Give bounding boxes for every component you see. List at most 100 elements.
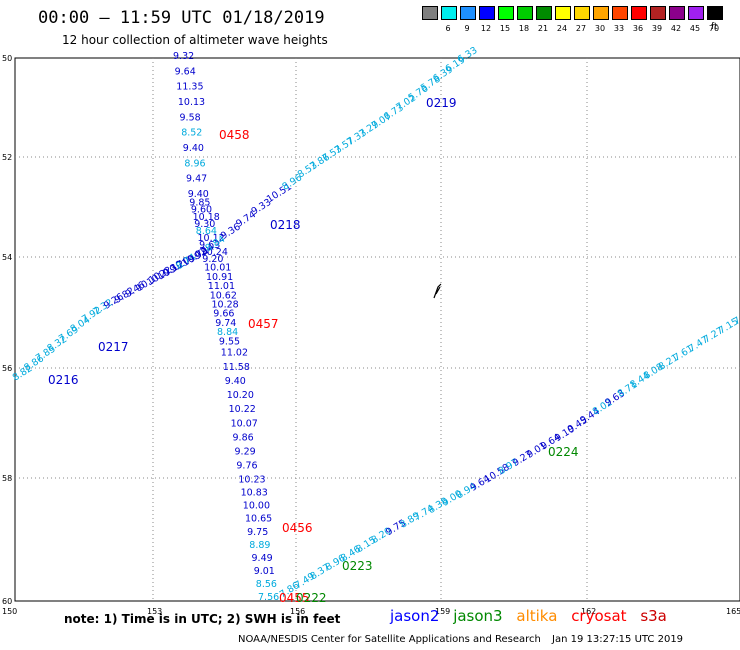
swh-value: 9.29 [235, 447, 256, 458]
legend-swatch [517, 6, 533, 20]
swh-value: 9.20 [202, 254, 223, 265]
swh-value: 11.35 [176, 82, 203, 93]
legend-swatch [460, 6, 476, 20]
swh-value: 9.30 [194, 219, 215, 230]
swh-value: 10.62 [210, 290, 237, 301]
legend-swatch [574, 6, 590, 20]
swh-value: 10.24 [201, 247, 228, 258]
pass-label: 0457 [248, 317, 279, 331]
sat-altika: altika [516, 607, 558, 625]
swh-value: 10.18 [193, 212, 220, 223]
swh-value: 10.83 [241, 488, 268, 499]
map-grid [15, 58, 740, 601]
legend-swatch [498, 6, 514, 20]
swh-value: 8.89 [249, 540, 270, 551]
lat-tick: 56 [2, 364, 12, 373]
swh-value: 11.02 [221, 348, 248, 359]
legend-swatch [536, 6, 552, 20]
swh-value: 9.40 [188, 189, 209, 200]
legend-swatch [422, 6, 438, 20]
swh-value: 10.07 [231, 418, 258, 429]
pass-label: 0219 [426, 96, 457, 110]
swh-value: 9.32 [173, 51, 194, 62]
swh-value: 9.01 [254, 566, 275, 577]
swh-value: 10.23 [238, 475, 265, 486]
legend-swatch [631, 6, 647, 20]
legend-level: 6 [445, 24, 451, 33]
legend-level: 36 [632, 24, 644, 33]
swh-value: 8.56 [256, 579, 277, 590]
lon-tick: 165 [726, 607, 740, 616]
lon-tick: 153 [147, 607, 162, 616]
swh-value: 9.86 [233, 432, 254, 443]
swh-value: 9.40 [183, 143, 204, 154]
legend-swatch [593, 6, 609, 20]
swh-value: 9.55 [219, 337, 240, 348]
sat-jason3: jason3 [453, 607, 503, 625]
pass-label: 0222 [296, 591, 327, 605]
swh-value: 9.85 [189, 198, 210, 209]
map-frame [14, 57, 740, 602]
swh-value: 8.52 [181, 128, 202, 139]
lat-tick: 54 [2, 253, 12, 262]
generation-timestamp: Jan 19 13:27:15 UTC 2019 [552, 634, 684, 645]
legend-level: 33 [613, 24, 625, 33]
legend-swatch [555, 6, 571, 20]
swh-value: 9.76 [236, 461, 257, 472]
pass-label: 0218 [270, 218, 301, 232]
swh-value: 9.66 [213, 309, 234, 320]
sat-jason2: jason2 [390, 607, 440, 625]
swh-value: 10.28 [212, 300, 239, 311]
swh-value: 10.01 [204, 263, 231, 274]
legend-level: 21 [537, 24, 549, 33]
legend-swatch [707, 6, 723, 20]
swh-value: 9.64 [175, 66, 196, 77]
sat-s3a: s3a [640, 607, 667, 625]
swh-value: 8.96 [184, 158, 205, 169]
swh-value: 10.12 [198, 233, 225, 244]
pass-label: 0455 [279, 591, 310, 605]
legend-swatch [650, 6, 666, 20]
lon-tick: 150 [2, 607, 17, 616]
lat-tick: 52 [2, 153, 12, 162]
pass-label: 0223 [342, 559, 373, 573]
swh-value: 8.64 [196, 226, 217, 237]
page-title: 00:00 – 11:59 UTC 01/18/2019 [38, 8, 325, 28]
sat-cryosat: cryosat [571, 607, 627, 625]
lat-tick: 50 [2, 54, 12, 63]
legend-level: 15 [499, 24, 511, 33]
swh-value: 9.60 [191, 205, 212, 216]
lat-tick: 60 [2, 597, 12, 606]
pass-label: 0458 [219, 128, 250, 142]
legend-level: 12 [480, 24, 492, 33]
swh-value: 9.49 [252, 553, 273, 564]
legend-level: 24 [556, 24, 568, 33]
swh-value: 9.40 [225, 376, 246, 387]
swh-value: 10.00 [243, 501, 270, 512]
satellite-legend: jason2 jason3 altika cryosat s3a [390, 607, 676, 625]
swh-value: 9.47 [186, 174, 207, 185]
legend-swatch [441, 6, 457, 20]
pass-label: 0217 [98, 340, 129, 354]
legend-swatch [688, 6, 704, 20]
swh-value: 10.65 [245, 514, 272, 525]
lon-tick: 156 [290, 607, 305, 616]
legend-unit: ft [711, 22, 718, 32]
swh-value: 11.01 [208, 281, 235, 292]
legend-level: 9 [464, 24, 470, 33]
legend-level: 39 [651, 24, 663, 33]
swh-value: 10.91 [206, 272, 233, 283]
swh-value: 10.20 [227, 390, 254, 401]
legend-level: 45 [689, 24, 701, 33]
swh-value: 10.13 [178, 97, 205, 108]
pass-label: 0216 [48, 373, 79, 387]
swh-value: 9.63 [199, 240, 220, 251]
pass-label: 0456 [282, 521, 313, 535]
legend-level: 42 [670, 24, 682, 33]
legend-swatch [669, 6, 685, 20]
legend-level: 70 [708, 24, 720, 33]
credit-line: NOAA/NESDIS Center for Satellite Applica… [238, 634, 541, 645]
swh-value: 8.84 [217, 327, 238, 338]
